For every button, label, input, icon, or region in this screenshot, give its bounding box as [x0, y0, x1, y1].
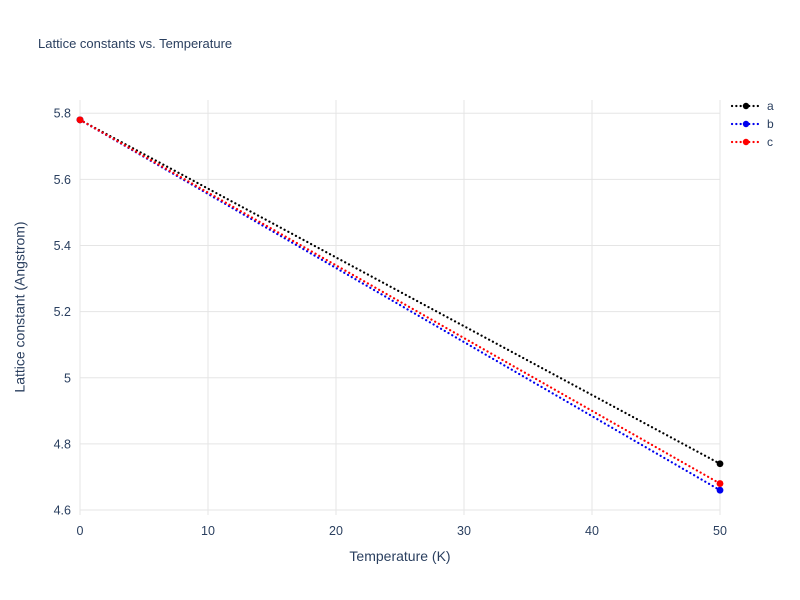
legend-item-a[interactable]: a: [730, 100, 774, 112]
x-tick-label-20: 20: [329, 524, 343, 538]
series-line-c: [78, 118, 722, 485]
legend-label-c: c: [767, 135, 773, 149]
legend-label-a: a: [767, 99, 774, 113]
legend-sample-marker-a: [742, 102, 750, 110]
y-tick-label-4.6: 4.6: [54, 504, 71, 518]
series-marker-c: [76, 116, 84, 124]
y-axis-label: Lattice constant (Angstrom): [11, 221, 28, 393]
legend-sample-marker-c: [742, 138, 750, 146]
legend-line-sample-a: [730, 102, 762, 110]
series-marker-a: [716, 460, 724, 468]
y-tick-label-5.4: 5.4: [54, 239, 71, 253]
legend-item-c[interactable]: c: [730, 136, 774, 148]
series-marker-b: [716, 486, 724, 494]
x-tick-label-10: 10: [201, 524, 215, 538]
legend-line-sample-b: [730, 120, 762, 128]
y-tick-label-5.6: 5.6: [54, 173, 71, 187]
x-axis-label: Temperature (K): [349, 548, 451, 564]
y-tick-label-4.8: 4.8: [54, 437, 71, 451]
y-tick-label-5.8: 5.8: [54, 107, 71, 121]
legend-label-b: b: [767, 117, 774, 131]
x-tick-label-30: 30: [457, 524, 471, 538]
x-tick-label-0: 0: [77, 524, 84, 538]
chart-title: Lattice constants vs. Temperature: [38, 36, 233, 51]
legend-sample-marker-b: [742, 120, 750, 128]
legend-line-sample-c: [730, 138, 762, 146]
series-line-a: [78, 118, 722, 465]
series-line-b: [78, 118, 722, 492]
y-tick-label-5.2: 5.2: [54, 305, 71, 319]
x-tick-label-50: 50: [713, 524, 727, 538]
y-tick-label-5: 5: [64, 371, 71, 385]
x-tick-label-40: 40: [585, 524, 599, 538]
series-marker-c: [716, 480, 724, 487]
legend-item-b[interactable]: b: [730, 118, 774, 130]
